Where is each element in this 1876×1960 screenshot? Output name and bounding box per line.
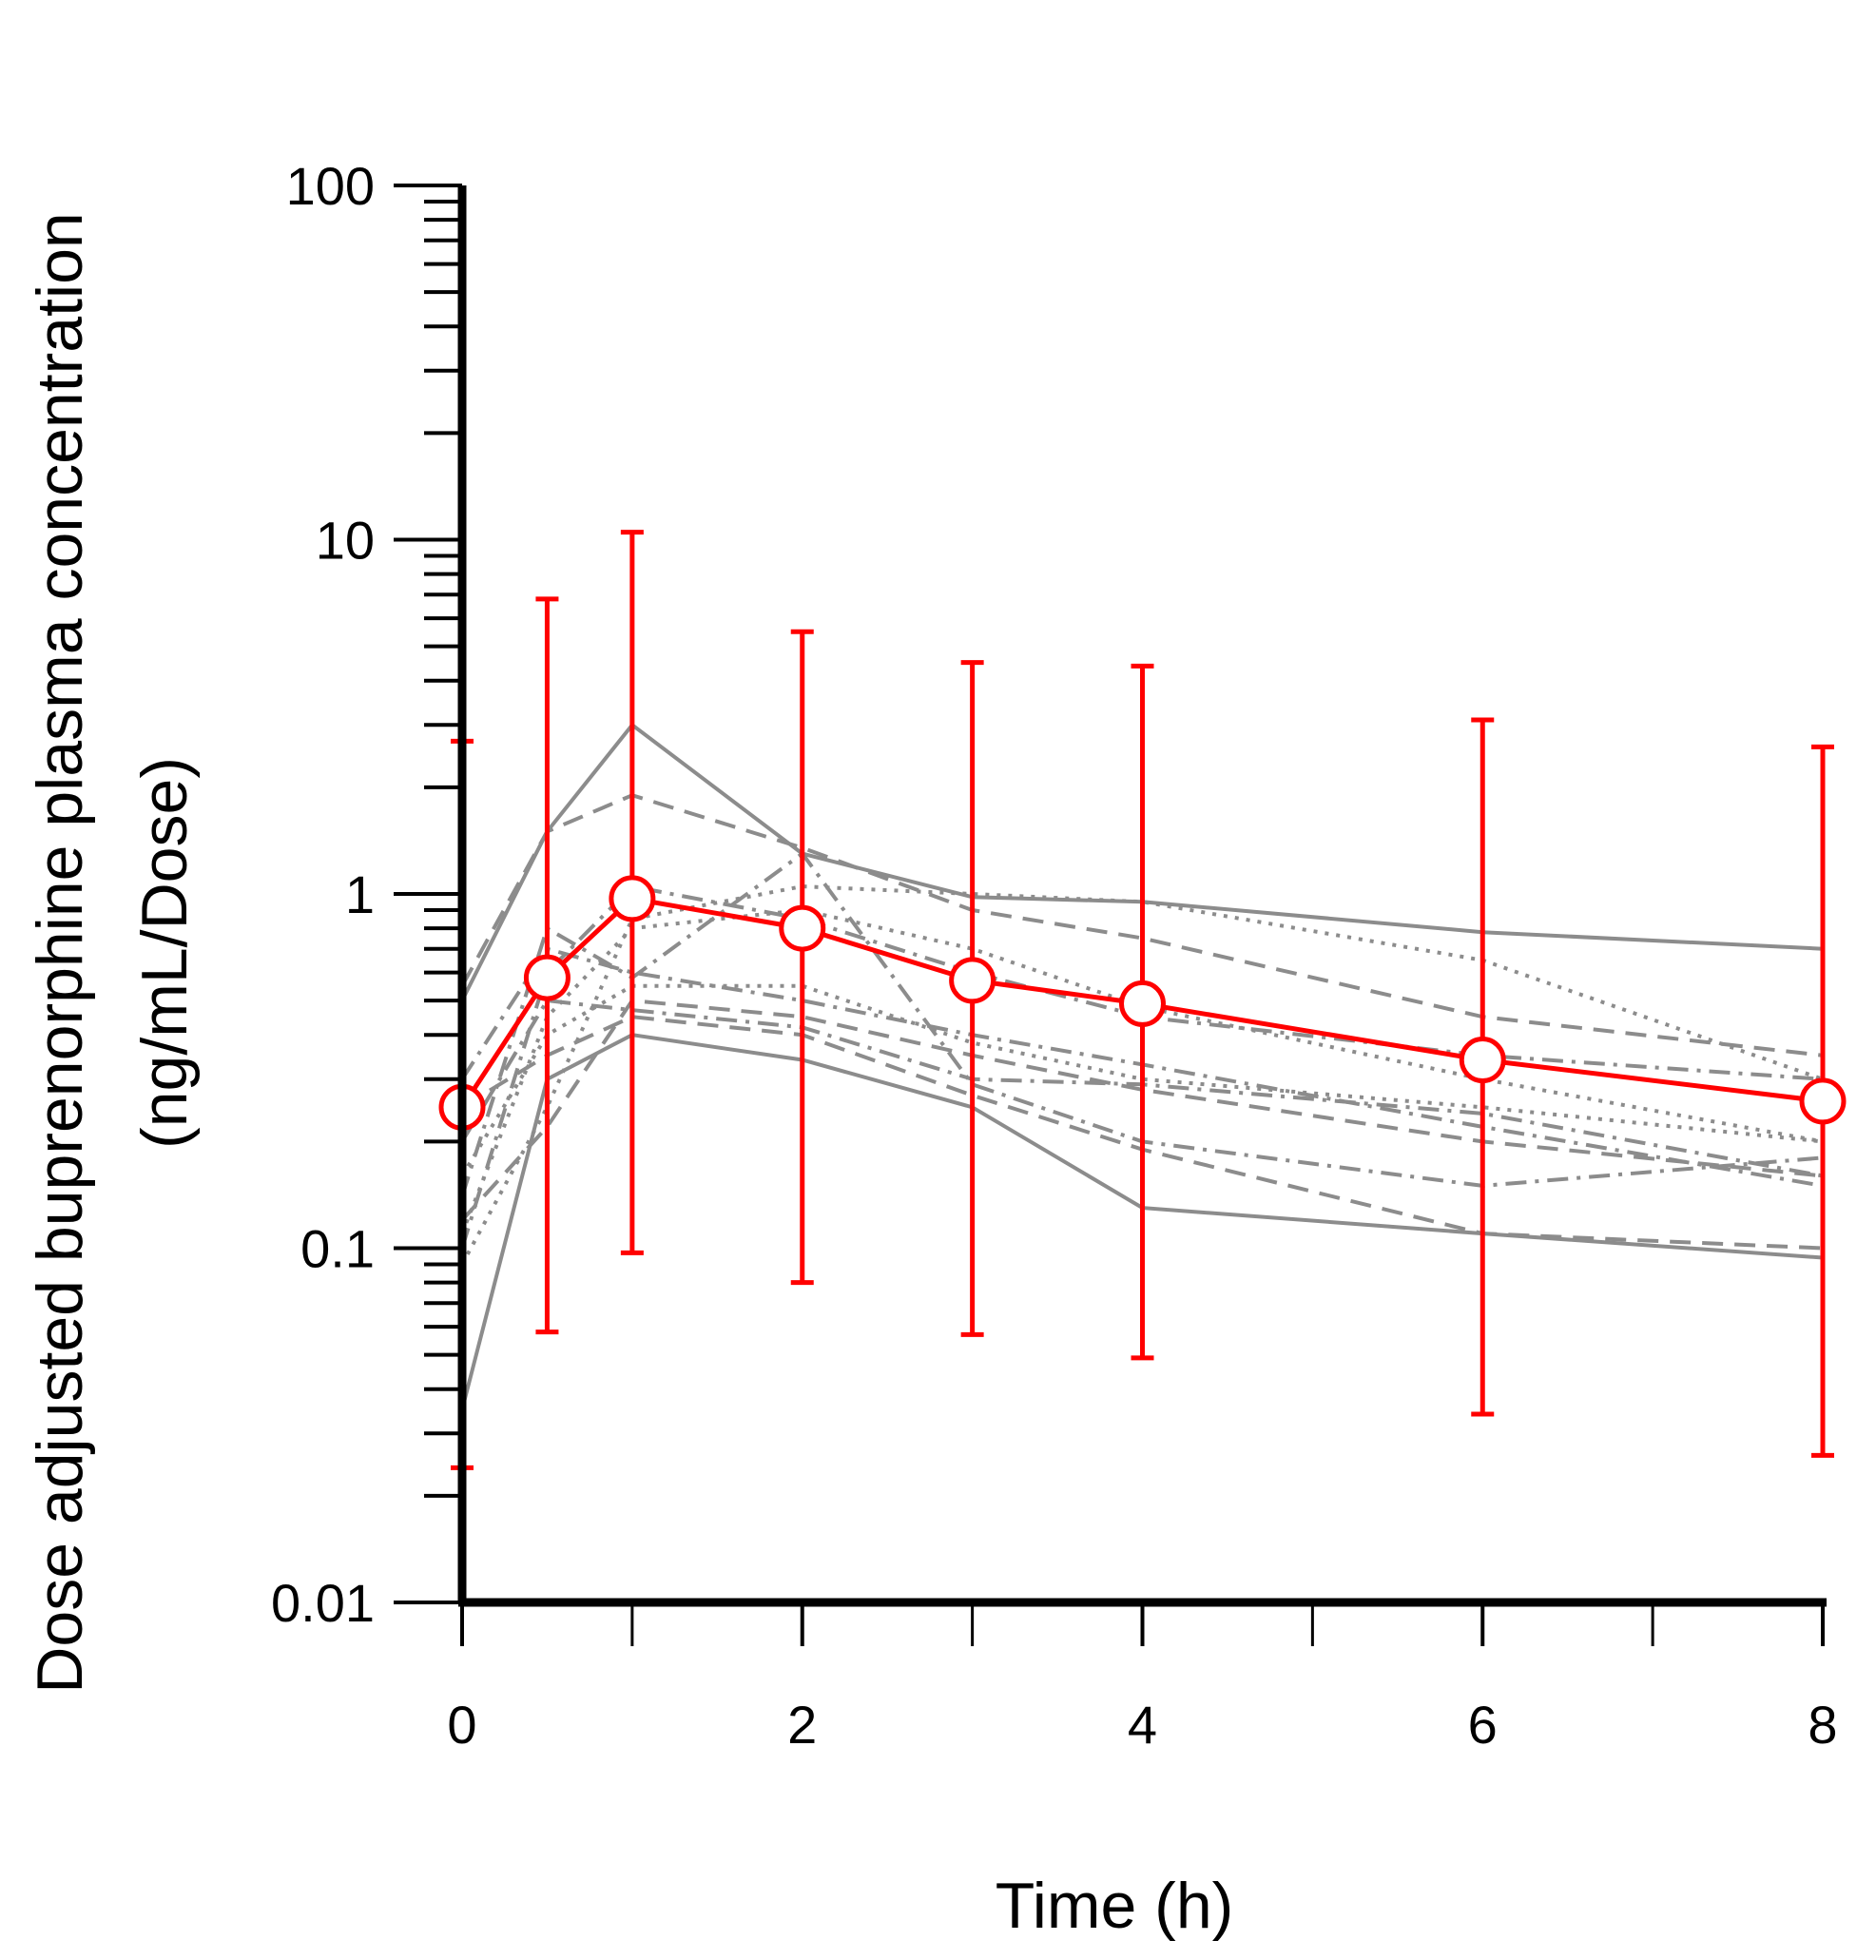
individual-series-line: [460, 998, 1824, 1178]
individual-series-line: [460, 850, 1824, 1197]
x-tick-label: 6: [1468, 1695, 1498, 1755]
x-axis-title: Time (h): [996, 1870, 1234, 1942]
individual-series-line: [460, 998, 1824, 1222]
y-tick-label: 0.1: [300, 1219, 375, 1279]
axes-group: [394, 184, 1827, 1646]
y-tick-label: 1: [345, 864, 375, 924]
mean-point: [609, 875, 656, 922]
x-tick-label: 8: [1808, 1695, 1837, 1755]
y-axis-title-line1: Dose adjusted buprenorphine plasma conce…: [24, 212, 96, 1693]
y-tick-label: 0.01: [271, 1573, 375, 1633]
mean-point: [949, 957, 996, 1004]
y-axis-title-line2: (ng/mL/Dose): [128, 757, 201, 1149]
mean-point: [1119, 980, 1166, 1027]
x-tick-label: 2: [787, 1695, 817, 1755]
individual-series-group: [460, 722, 1824, 1410]
tick-labels-group: 0.01 0.1 1 10 100 0 2 4 6 8: [271, 156, 1838, 1755]
individual-series-line: [460, 793, 1824, 1058]
mean-series-group: [438, 875, 1847, 1131]
x-tick-label: 0: [447, 1695, 476, 1755]
individual-series-line: [460, 946, 1824, 1188]
individual-series-line: [460, 1033, 1824, 1410]
individual-series-line: [460, 1015, 1824, 1251]
mean-point: [779, 904, 826, 952]
mean-point: [1459, 1037, 1506, 1084]
individual-series-line: [460, 722, 1824, 1001]
y-tick-label: 100: [286, 156, 375, 216]
y-tick-label: 10: [316, 511, 375, 571]
mean-point: [523, 954, 571, 1001]
mean-point: [1799, 1077, 1847, 1125]
x-tick-label: 4: [1128, 1695, 1157, 1755]
